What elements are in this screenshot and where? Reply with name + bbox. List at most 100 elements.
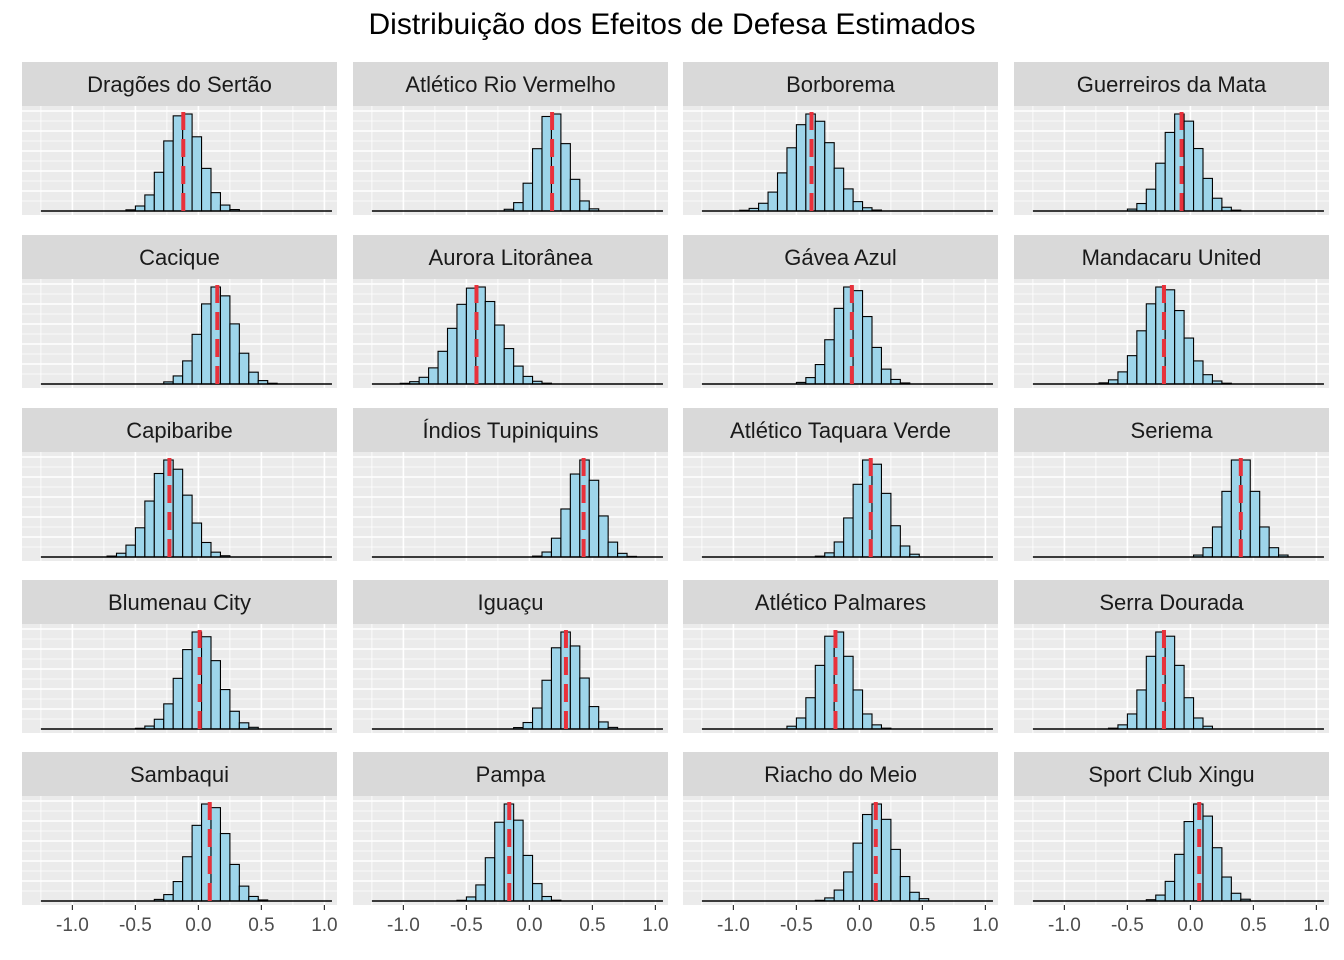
panel-background bbox=[353, 624, 668, 733]
histogram-bar bbox=[201, 636, 212, 730]
facet-panel: Atlético Taquara Verde bbox=[683, 408, 998, 561]
histogram-bar bbox=[238, 722, 250, 730]
x-tick-label: -1.0 bbox=[56, 915, 89, 936]
histogram-bar bbox=[446, 327, 458, 385]
facet-panel: Sambaqui -1.0 -0.5 0.0 0.5 1.0 bbox=[22, 752, 338, 936]
histogram-bar bbox=[1268, 547, 1280, 558]
histogram-bar bbox=[428, 367, 439, 385]
histogram-bar bbox=[890, 525, 901, 558]
histogram-bar bbox=[1183, 120, 1195, 212]
x-tick-label: 0.5 bbox=[579, 915, 605, 936]
histogram-bar bbox=[814, 120, 826, 212]
histogram-bar bbox=[531, 883, 543, 902]
histogram-bar bbox=[153, 472, 165, 558]
x-tick-label: 0.5 bbox=[909, 915, 935, 936]
facet-panel: Cacique bbox=[22, 235, 337, 388]
histogram-bar bbox=[456, 303, 467, 385]
histogram-bar bbox=[172, 468, 184, 558]
histogram-bar bbox=[899, 545, 911, 558]
histogram-bar bbox=[531, 707, 543, 730]
histogram-bar bbox=[484, 857, 496, 902]
histogram-bar bbox=[163, 140, 174, 212]
facet-strip bbox=[22, 62, 337, 106]
histogram-bar bbox=[1136, 689, 1147, 730]
histogram-bar bbox=[569, 473, 581, 558]
facet-strip-label: Serra Dourada bbox=[1099, 590, 1244, 615]
facet-strip bbox=[683, 580, 998, 624]
histogram-bar bbox=[522, 854, 534, 902]
histogram-bar bbox=[579, 200, 590, 212]
facet-strip bbox=[22, 752, 337, 796]
facet-strip-label: Iguaçu bbox=[477, 590, 543, 615]
histogram-bar bbox=[465, 287, 477, 385]
histogram-bar bbox=[229, 323, 240, 385]
x-tick-label: -1.0 bbox=[1048, 915, 1081, 936]
histogram-bar bbox=[1145, 303, 1157, 385]
histogram-bar bbox=[201, 167, 212, 212]
facet-strip bbox=[1014, 62, 1329, 106]
histogram-bar bbox=[1259, 526, 1270, 558]
histogram-bar bbox=[1174, 853, 1185, 902]
histogram-bar bbox=[880, 818, 892, 902]
histogram-bar bbox=[1164, 880, 1176, 902]
histogram-bar bbox=[899, 875, 911, 902]
histogram-bar bbox=[795, 717, 807, 730]
histogram-bar bbox=[418, 376, 430, 385]
histogram-bar bbox=[238, 885, 250, 902]
histogram-bar bbox=[579, 677, 590, 730]
facet-strip bbox=[22, 235, 337, 279]
facet-strip bbox=[1014, 235, 1329, 279]
histogram-bar bbox=[144, 194, 155, 212]
facet-panel: Borborema bbox=[683, 62, 998, 215]
histogram-bar bbox=[1145, 655, 1157, 730]
histogram-bar bbox=[795, 124, 807, 212]
histogram-bar bbox=[437, 350, 449, 385]
facet-strip-label: Pampa bbox=[476, 762, 546, 787]
histogram-bar bbox=[125, 544, 136, 558]
histogram-bar bbox=[852, 290, 864, 385]
histogram-bar bbox=[522, 375, 534, 385]
histogram-bar bbox=[852, 842, 864, 902]
histogram-bar bbox=[163, 703, 174, 730]
facet-strip bbox=[1014, 752, 1329, 796]
histogram-bar bbox=[494, 821, 505, 902]
histogram-bar bbox=[767, 191, 779, 212]
facet-strip-label: Blumenau City bbox=[108, 590, 251, 615]
histogram-bar bbox=[1174, 664, 1185, 730]
histogram-bar bbox=[843, 871, 854, 902]
facet-strip-label: Índios Tupiniquins bbox=[422, 418, 598, 443]
histogram-bar bbox=[786, 147, 797, 212]
histogram-bar bbox=[824, 339, 835, 385]
histogram-bar bbox=[1183, 821, 1195, 902]
facet-strip-label: Dragões do Sertão bbox=[87, 72, 272, 97]
facet-panel: Atlético Rio Vermelho bbox=[353, 62, 668, 215]
histogram-bar bbox=[852, 201, 864, 212]
histogram-bar bbox=[513, 202, 524, 212]
histogram-bar bbox=[219, 204, 231, 212]
facet-strip-label: Sport Club Xingu bbox=[1088, 762, 1254, 787]
facet-panel: Riacho do Meio -1.0 -0.5 0.0 0.5 1.0 bbox=[683, 752, 999, 936]
histogram-bar bbox=[560, 143, 571, 212]
histogram-bar bbox=[153, 718, 165, 730]
facet-panel: Iguaçu bbox=[353, 580, 668, 733]
panel-background bbox=[22, 279, 337, 388]
facet-strip bbox=[1014, 580, 1329, 624]
x-tick-label: 1.0 bbox=[1303, 915, 1329, 936]
histogram-bar bbox=[909, 891, 920, 902]
histogram-bar bbox=[210, 660, 221, 730]
histogram-bar bbox=[229, 863, 240, 902]
facet-strip-label: Mandacaru United bbox=[1082, 245, 1262, 270]
histogram-bar bbox=[598, 515, 609, 558]
facet-panel: Capibaribe bbox=[22, 408, 337, 561]
histogram-bar bbox=[201, 303, 212, 385]
facet-strip-label: Atlético Rio Vermelho bbox=[405, 72, 615, 97]
histogram-bar bbox=[560, 508, 571, 558]
histogram-bar bbox=[776, 172, 788, 212]
histogram-bar bbox=[522, 182, 534, 212]
histogram-bar bbox=[871, 463, 882, 558]
facet-strip bbox=[353, 408, 668, 452]
facet-panel: Atlético Palmares bbox=[683, 580, 998, 733]
panel-background bbox=[683, 796, 998, 905]
histogram-bar bbox=[191, 333, 203, 385]
histogram-bar bbox=[588, 706, 600, 730]
